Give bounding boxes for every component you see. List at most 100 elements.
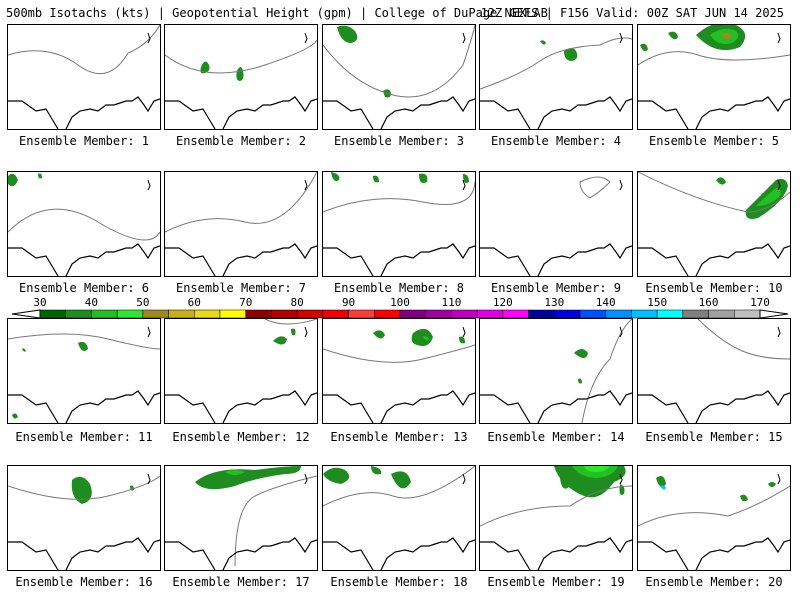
coastline (8, 537, 160, 570)
colorbar-swatch (656, 309, 684, 319)
member-caption: Ensemble Member: 17 (172, 575, 310, 589)
colorbar-tick-label: 120 (492, 296, 513, 309)
map-panel-member-12 (164, 318, 318, 424)
colorbar-max-arrow (759, 309, 789, 319)
map-plot (638, 25, 790, 129)
coastline (323, 537, 475, 570)
map-panel-member-2 (164, 24, 318, 130)
height-contour (8, 333, 160, 350)
colorbar-tick-label: 160 (698, 296, 719, 309)
member-caption: Ensemble Member: 2 (175, 134, 307, 148)
header-title: 500mb Isotachs (kts) | Geopotential Heig… (6, 6, 548, 20)
coastline (638, 243, 790, 276)
colorbar-swatch (476, 309, 504, 319)
map-panel-member-7 (164, 171, 318, 277)
colorbar-min-arrow (11, 309, 41, 319)
colorbar-tick-label: 80 (290, 296, 304, 309)
map-panel-member-17 (164, 465, 318, 571)
island-outline (619, 179, 623, 191)
member-caption: Ensemble Member: 9 (490, 281, 622, 295)
colorbar-swatch (39, 309, 66, 319)
height-contour (264, 319, 317, 325)
colorbar-swatch (245, 309, 272, 319)
map-panel-member-19 (479, 465, 633, 571)
colorbar-tick-label: 150 (647, 296, 668, 309)
island-outline (462, 473, 466, 485)
height-contour (579, 176, 611, 199)
member-caption: Ensemble Member: 8 (333, 281, 465, 295)
height-contour (480, 37, 632, 90)
member-caption: Ensemble Member: 3 (333, 134, 465, 148)
colorbar-swatch (219, 309, 246, 319)
height-contour (8, 25, 160, 74)
map-panel-member-5 (637, 24, 791, 130)
header-run-info: 12Z GEFS | F156 Valid: 00Z SAT JUN 14 20… (480, 6, 784, 20)
colorbar-swatch (322, 309, 349, 319)
member-caption: Ensemble Member: 11 (15, 430, 153, 444)
island-outline (147, 32, 151, 44)
coastline (638, 96, 790, 129)
colorbar-swatch (168, 309, 195, 319)
height-contour (234, 475, 317, 567)
colorbar-swatch (374, 309, 401, 319)
member-caption: Ensemble Member: 4 (490, 134, 622, 148)
height-contour (480, 485, 632, 527)
coastline (323, 243, 475, 276)
map-panel-member-10 (637, 171, 791, 277)
colorbar-swatch (502, 309, 529, 319)
height-contour (323, 466, 475, 507)
map-plot (8, 326, 160, 423)
map-plot (8, 25, 160, 129)
island-outline (304, 473, 308, 485)
colorbar-swatch (451, 309, 478, 319)
map-plot (8, 173, 160, 276)
member-caption: Ensemble Member: 15 (645, 430, 783, 444)
coastline (165, 390, 317, 423)
map-plot (165, 32, 317, 129)
member-caption: Ensemble Member: 10 (645, 281, 783, 295)
colorbar-swatch (682, 309, 709, 319)
colorbar-tick-label: 110 (441, 296, 462, 309)
colorbar-tick-label: 70 (239, 296, 253, 309)
coastline (8, 390, 160, 423)
height-contour (581, 319, 632, 423)
colorbar-swatch (296, 309, 324, 319)
member-caption: Ensemble Member: 16 (15, 575, 153, 589)
colorbar-swatch (554, 309, 581, 319)
colorbar-tick-label: 140 (595, 296, 616, 309)
height-contour (638, 51, 790, 66)
coastline (165, 96, 317, 129)
colorbar-tick-label: 60 (187, 296, 201, 309)
height-contour (697, 319, 790, 360)
member-caption: Ensemble Member: 5 (648, 134, 780, 148)
map-panel-member-6 (7, 171, 161, 277)
map-panel-member-14 (479, 318, 633, 424)
island-outline (619, 326, 623, 338)
colorbar-swatch (91, 309, 118, 319)
map-panel-member-18 (322, 465, 476, 571)
map-panel-member-13 (322, 318, 476, 424)
colorbar: 30 40 50 60 70 80 90 100 110 120 130 140 150 160 170 (0, 296, 800, 322)
island-outline (147, 179, 151, 191)
height-contour (165, 172, 317, 233)
island-outline (777, 473, 781, 485)
colorbar-swatch (425, 309, 452, 319)
member-caption: Ensemble Member: 1 (18, 134, 150, 148)
colorbar-tick-label: 40 (84, 296, 99, 309)
coastline (480, 390, 632, 423)
member-caption: Ensemble Member: 14 (487, 430, 625, 444)
map-plot (323, 172, 475, 276)
colorbar-tick-label: 90 (341, 296, 356, 309)
map-plot (480, 319, 632, 423)
header: 500mb Isotachs (kts) | Geopotential Heig… (0, 0, 800, 22)
colorbar-swatches (11, 309, 789, 319)
map-panel-member-11 (7, 318, 161, 424)
map-plot (323, 466, 475, 570)
island-outline (777, 179, 781, 191)
map-plot (480, 176, 632, 276)
map-panel-member-20 (637, 465, 791, 571)
map-plot (638, 473, 790, 570)
colorbar-swatch (399, 309, 426, 319)
colorbar-swatch (631, 309, 658, 319)
colorbar-tick-label: 50 (136, 296, 150, 309)
